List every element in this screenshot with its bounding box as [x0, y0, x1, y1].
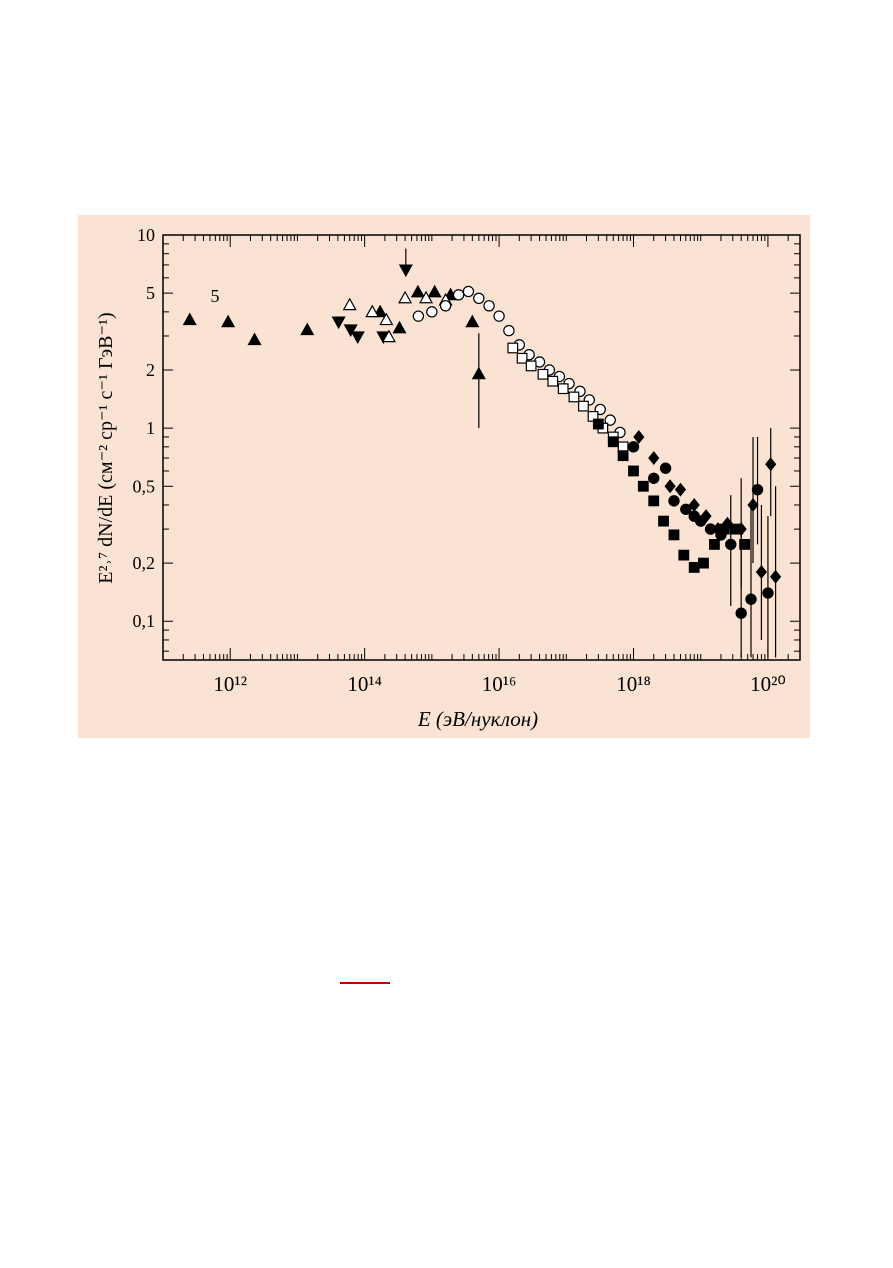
data-point [350, 331, 365, 345]
data-point [735, 607, 747, 619]
data-point [578, 400, 589, 412]
data-point [688, 498, 700, 512]
data-point [637, 480, 649, 492]
data-point [398, 290, 413, 304]
data-point [507, 342, 519, 354]
x-axis-label: E (эВ/нуклон) [417, 707, 538, 731]
data-point [525, 360, 537, 372]
data-point [739, 538, 751, 550]
y-tick-label: 0,2 [133, 553, 156, 573]
data-point [473, 292, 485, 305]
data-point [331, 316, 346, 330]
data-point [452, 289, 465, 301]
data-point [557, 383, 569, 395]
data-point [765, 457, 777, 472]
data-point [426, 306, 438, 318]
data-point [568, 391, 580, 403]
data-point [664, 479, 676, 494]
data-point [483, 300, 495, 312]
data-point [381, 329, 396, 343]
data-point [516, 352, 528, 364]
data-point [680, 503, 692, 515]
y-tick-label: 1 [146, 418, 155, 438]
data-point [688, 562, 700, 573]
data-point [751, 483, 764, 496]
data-point [537, 368, 549, 380]
data-point [419, 290, 434, 304]
data-point [735, 522, 747, 537]
data-point [379, 312, 394, 326]
data-point [465, 314, 480, 328]
x-tick-label: 10¹⁶ [482, 672, 517, 696]
data-point [627, 441, 640, 453]
data-point [659, 462, 672, 474]
data-point [628, 465, 639, 477]
data-point [392, 320, 407, 334]
data-point [592, 418, 604, 430]
data-point [365, 304, 380, 318]
data-point [674, 482, 687, 497]
data-point [755, 564, 767, 579]
data-point [221, 314, 236, 328]
data-point [668, 495, 680, 507]
data-point [712, 522, 724, 537]
data-point [398, 264, 413, 278]
data-point [700, 509, 712, 524]
data-point [709, 538, 720, 550]
data-point [412, 310, 425, 322]
data-point [678, 549, 690, 561]
data-point [427, 284, 442, 298]
data-point [668, 529, 680, 541]
y-tick-label: 10 [137, 225, 155, 245]
data-point [648, 495, 660, 507]
data-point [648, 472, 660, 484]
data-point [343, 324, 358, 338]
x-tick-label: 10²⁰ [750, 672, 786, 696]
annotation: 5 [211, 286, 220, 306]
data-point [410, 284, 425, 298]
data-point [747, 498, 759, 512]
y-tick-label: 0,1 [133, 611, 156, 631]
data-point [182, 312, 197, 326]
data-point [342, 297, 357, 311]
data-point [439, 300, 452, 312]
data-point [300, 322, 315, 336]
data-point [745, 593, 757, 605]
data-point [471, 366, 486, 380]
x-tick-label: 10¹⁸ [616, 672, 651, 696]
data-point [725, 538, 737, 551]
data-point [648, 451, 660, 465]
y-tick-label: 0,5 [133, 476, 156, 496]
x-tick-label: 10¹⁴ [347, 672, 382, 696]
data-point [547, 375, 559, 387]
data-point [762, 587, 774, 599]
data-point [247, 332, 262, 346]
x-tick-label: 10¹² [213, 672, 247, 696]
data-point [493, 310, 505, 322]
data-point [721, 516, 734, 531]
data-point [604, 414, 616, 426]
data-point [617, 441, 629, 453]
data-point [607, 436, 619, 448]
plot-frame [162, 234, 801, 661]
y-tick-label: 2 [146, 360, 155, 380]
data-point [698, 557, 709, 569]
data-point [658, 515, 669, 527]
y-axis-label: E²˒⁷ dN/dE (см⁻² ср⁻¹ с⁻¹ ГэВ⁻¹) [95, 312, 117, 583]
data-point [462, 285, 475, 298]
data-point [770, 569, 782, 584]
y-tick-label: 5 [146, 283, 155, 303]
data-point [633, 430, 645, 444]
data-point [617, 450, 629, 462]
data-point [503, 324, 515, 337]
